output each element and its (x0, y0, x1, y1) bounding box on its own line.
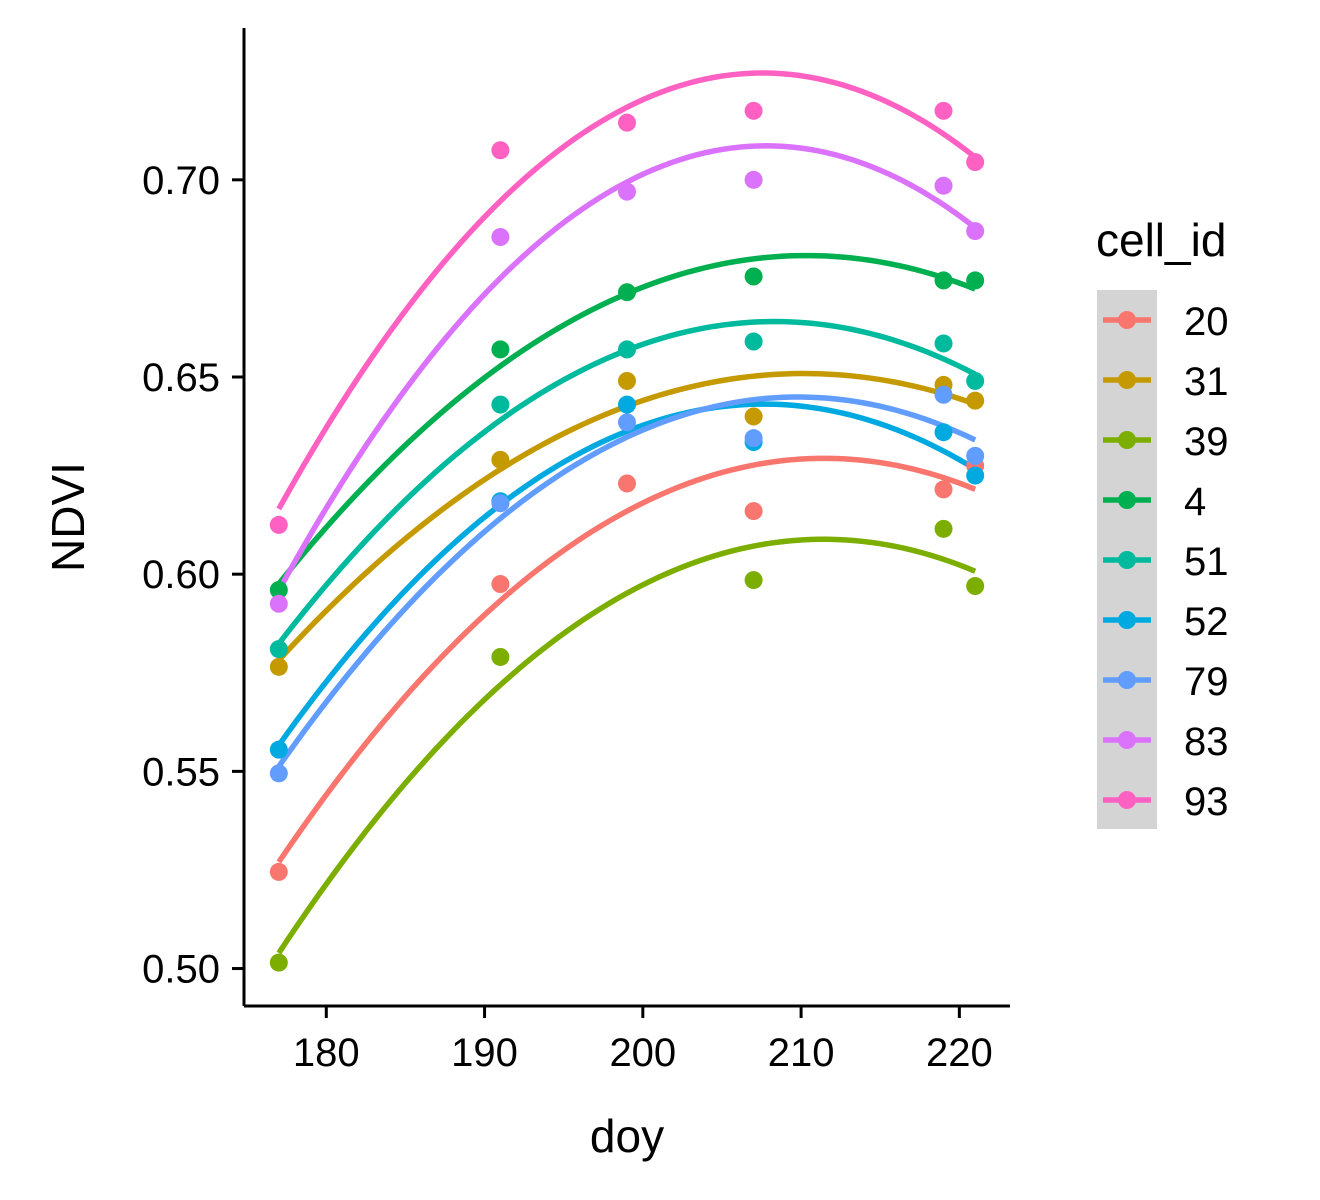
legend-label-39: 39 (1184, 420, 1229, 464)
plot-area (269, 70, 985, 972)
data-point-83 (744, 170, 763, 189)
data-point-31 (618, 371, 636, 390)
fit-line-83 (276, 143, 977, 592)
legend-key-point-20 (1118, 311, 1136, 329)
fit-line-39 (276, 536, 977, 955)
legend-label-51: 51 (1184, 540, 1229, 584)
data-point-83 (618, 182, 636, 201)
y-tick-label: 0.60 (142, 553, 220, 597)
data-points (269, 101, 985, 972)
data-point-52 (618, 395, 636, 414)
legend: cell_id 20 31 39 4 51 52 79 83 93 (1096, 214, 1229, 829)
data-point-39 (744, 571, 763, 590)
data-point-39 (934, 519, 953, 538)
data-point-39 (966, 577, 985, 596)
data-point-31 (269, 657, 288, 676)
data-point-51 (934, 334, 953, 353)
legend-label-93: 93 (1184, 780, 1229, 824)
fit-line-20 (276, 455, 977, 864)
data-point-31 (966, 391, 985, 410)
x-tick-label: 220 (926, 1031, 993, 1075)
fit-line-93 (276, 70, 977, 511)
data-point-83 (966, 222, 985, 241)
y-axis-ticks: 0.50 0.55 0.60 0.65 0.70 (142, 159, 244, 992)
x-tick-label: 180 (293, 1031, 360, 1075)
data-point-31 (491, 450, 510, 469)
fit-lines (276, 70, 977, 955)
data-point-20 (269, 862, 288, 881)
data-point-20 (491, 575, 510, 594)
data-point-93 (269, 515, 288, 534)
fit-line-52 (276, 401, 977, 747)
legend-key-point-51 (1118, 551, 1136, 569)
x-tick-label: 210 (768, 1031, 835, 1075)
fit-line-79 (276, 394, 977, 768)
data-point-4 (269, 580, 288, 599)
legend-key-point-52 (1118, 611, 1136, 629)
data-point-83 (491, 228, 510, 247)
data-point-51 (744, 332, 763, 351)
data-point-93 (744, 101, 763, 120)
data-point-51 (491, 395, 510, 414)
data-point-79 (966, 446, 985, 465)
legend-label-4: 4 (1184, 480, 1206, 524)
data-point-52 (934, 423, 953, 442)
data-point-39 (491, 647, 510, 666)
y-tick-label: 0.70 (142, 159, 220, 203)
legend-key-point-83 (1118, 731, 1136, 749)
legend-label-31: 31 (1184, 360, 1229, 404)
data-point-20 (618, 474, 636, 493)
data-point-20 (934, 480, 953, 499)
data-point-52 (966, 466, 985, 485)
data-point-79 (744, 429, 763, 448)
data-point-79 (491, 494, 510, 513)
data-point-4 (491, 340, 510, 359)
data-point-51 (618, 340, 636, 359)
y-tick-label: 0.65 (142, 356, 220, 400)
x-tick-label: 200 (609, 1031, 676, 1075)
data-point-51 (966, 371, 985, 390)
data-point-51 (269, 640, 288, 659)
data-point-83 (934, 176, 953, 195)
data-point-93 (618, 113, 636, 132)
legend-title: cell_id (1096, 214, 1226, 266)
data-point-31 (744, 407, 763, 426)
x-axis-title: doy (590, 1110, 664, 1162)
data-point-79 (934, 385, 953, 404)
legend-items: 20 31 39 4 51 52 79 83 93 (1103, 300, 1229, 824)
data-point-79 (618, 413, 636, 432)
legend-label-20: 20 (1184, 300, 1229, 344)
data-point-52 (269, 740, 288, 759)
data-point-39 (269, 953, 288, 972)
legend-label-83: 83 (1184, 720, 1229, 764)
data-point-83 (269, 594, 288, 613)
data-point-93 (491, 141, 510, 160)
data-point-4 (966, 271, 985, 290)
data-point-4 (934, 271, 953, 290)
legend-label-52: 52 (1184, 600, 1229, 644)
y-axis-title: NDVI (42, 462, 94, 572)
x-axis-ticks: 180 190 200 210 220 (293, 1006, 993, 1075)
x-tick-label: 190 (451, 1031, 518, 1075)
y-tick-label: 0.50 (142, 948, 220, 992)
legend-key-point-4 (1118, 491, 1136, 509)
legend-key-point-79 (1118, 671, 1136, 689)
legend-key-point-39 (1118, 431, 1136, 449)
data-point-93 (966, 153, 985, 172)
legend-key-point-93 (1118, 791, 1136, 809)
data-point-4 (744, 267, 763, 286)
data-point-79 (269, 764, 288, 783)
legend-label-79: 79 (1184, 660, 1229, 704)
data-point-93 (934, 101, 953, 120)
legend-key-point-31 (1118, 371, 1136, 389)
data-point-20 (744, 502, 763, 521)
y-tick-label: 0.55 (142, 750, 220, 794)
data-point-4 (618, 283, 636, 302)
